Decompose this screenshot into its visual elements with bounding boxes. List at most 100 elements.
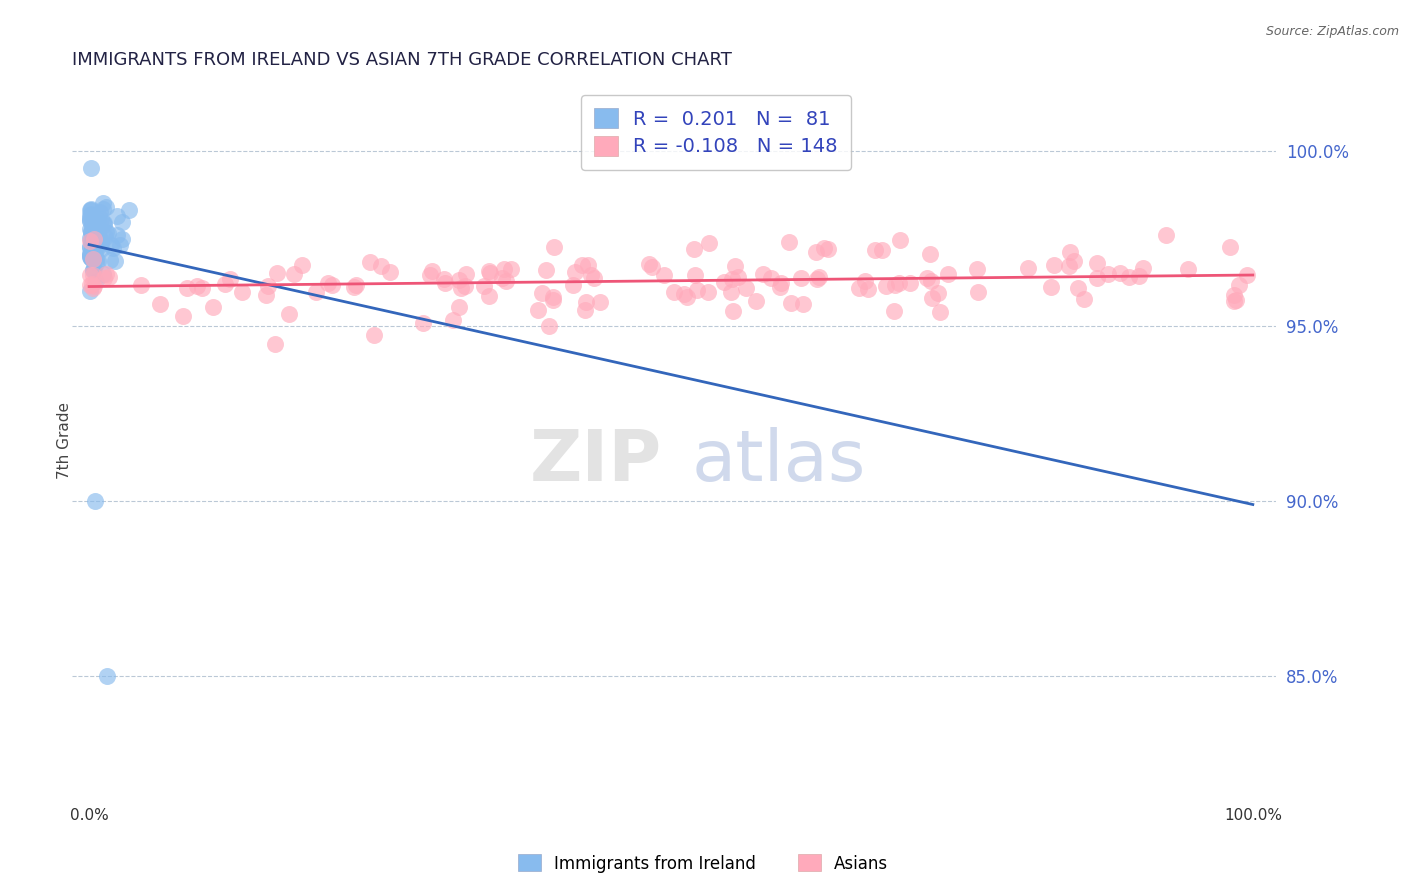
Point (79, 251, 101, 265)
Point (685, 283, 707, 297)
Point (1154, 227, 1177, 242)
Point (883, 303, 905, 318)
Text: ZIP: ZIP (529, 427, 662, 496)
Point (149, 297, 172, 311)
Point (82, 210, 104, 224)
Point (91, 202, 114, 217)
Point (278, 307, 301, 321)
Point (91, 196, 114, 211)
Point (541, 293, 564, 307)
Point (450, 281, 472, 295)
Point (80, 202, 103, 217)
Point (495, 274, 517, 288)
Point (80, 202, 103, 217)
Point (806, 272, 828, 286)
Point (898, 276, 921, 290)
Point (792, 297, 814, 311)
Point (83, 232, 105, 246)
Point (675, 290, 697, 304)
Point (97, 226, 120, 240)
Point (82, 263, 104, 277)
Point (86, 229, 108, 244)
Point (129, 278, 152, 293)
Point (80, 232, 103, 246)
Point (491, 271, 513, 285)
Point (79, 278, 101, 293)
Point (190, 281, 212, 295)
Point (84, 225, 107, 239)
Point (412, 316, 434, 330)
Point (1223, 294, 1246, 309)
Point (1039, 279, 1062, 293)
Point (526, 302, 548, 317)
Point (257, 279, 280, 293)
Point (808, 270, 831, 285)
Point (921, 291, 943, 305)
Point (79, 202, 101, 217)
Point (447, 300, 470, 314)
Point (1085, 256, 1108, 270)
Point (858, 282, 880, 296)
Point (86, 256, 108, 270)
Point (449, 273, 471, 287)
Point (82, 281, 104, 295)
Point (82, 237, 104, 252)
Point (83, 248, 105, 262)
Point (853, 274, 876, 288)
Point (920, 247, 942, 261)
Point (770, 277, 793, 291)
Point (589, 294, 612, 309)
Point (735, 280, 758, 294)
Point (927, 285, 949, 300)
Point (1067, 281, 1090, 295)
Point (697, 235, 720, 250)
Point (769, 279, 792, 293)
Point (1132, 261, 1154, 276)
Point (321, 278, 343, 293)
Text: atlas: atlas (692, 427, 866, 496)
Point (98, 252, 121, 267)
Point (1227, 277, 1250, 292)
Point (93, 216, 115, 230)
Point (576, 258, 599, 272)
Point (478, 266, 501, 280)
Point (291, 258, 314, 272)
Point (84, 241, 107, 255)
Point (419, 268, 441, 282)
Point (713, 276, 735, 290)
Point (579, 268, 602, 283)
Point (1043, 258, 1066, 272)
Point (887, 276, 910, 290)
Point (543, 240, 565, 254)
Point (254, 288, 277, 302)
Point (534, 263, 557, 277)
Point (575, 295, 598, 310)
Point (561, 277, 583, 292)
Point (1063, 253, 1085, 268)
Point (541, 290, 564, 304)
Point (105, 209, 128, 223)
Point (80, 225, 103, 239)
Point (91, 267, 114, 281)
Point (920, 275, 942, 289)
Point (343, 279, 366, 293)
Point (90, 234, 112, 248)
Point (683, 268, 706, 282)
Point (79, 234, 101, 248)
Point (100, 238, 122, 252)
Point (723, 303, 745, 318)
Point (79, 211, 101, 226)
Point (662, 285, 685, 299)
Point (231, 285, 253, 300)
Point (378, 265, 401, 279)
Point (96, 267, 118, 281)
Point (93, 216, 115, 230)
Point (574, 303, 596, 318)
Point (745, 294, 768, 309)
Point (79, 250, 101, 264)
Point (202, 300, 225, 314)
Point (883, 278, 905, 293)
Point (316, 276, 339, 290)
Point (79, 221, 101, 235)
Point (80, 251, 103, 265)
